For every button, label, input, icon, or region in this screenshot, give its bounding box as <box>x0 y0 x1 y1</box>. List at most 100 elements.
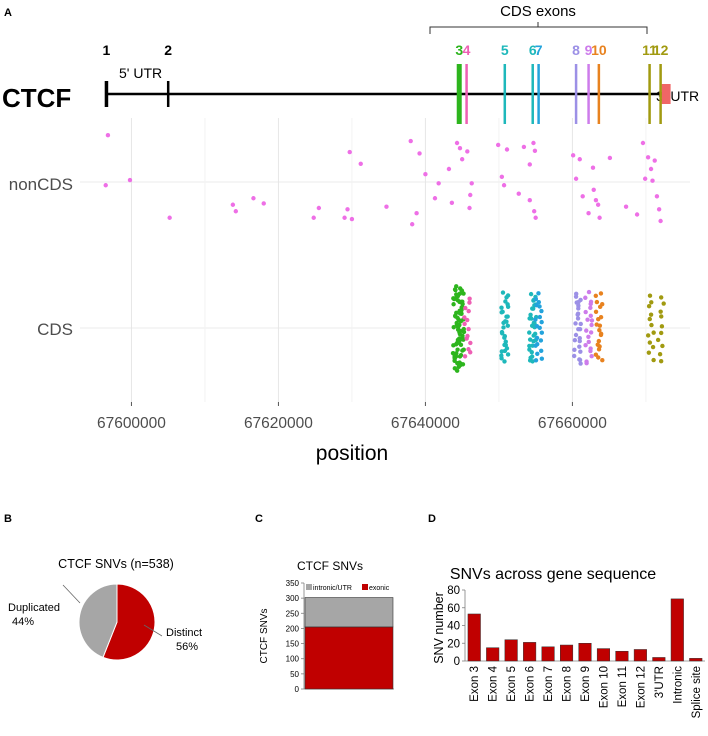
pie-slices <box>78 583 156 661</box>
category-label-noncds: nonCDS <box>9 175 73 194</box>
noncds-snv-point <box>634 212 640 217</box>
cds-snv-point <box>499 356 504 361</box>
cds-snv-point <box>593 293 599 298</box>
cds-snv-point <box>597 304 603 310</box>
noncds-snv-point <box>261 201 266 206</box>
cds-snv-point <box>505 323 511 328</box>
cds-snv-point <box>576 326 581 332</box>
stacked-bar-y-tick-label: 200 <box>286 624 300 633</box>
snv-points <box>103 133 666 373</box>
noncds-snv-point <box>103 183 108 188</box>
bar-exon-10 <box>596 648 610 662</box>
cds-snv-point <box>458 318 464 324</box>
exon-2-label: 2 <box>164 42 172 58</box>
cds-snv-point <box>648 312 654 317</box>
noncds-snv-point <box>623 204 629 209</box>
exon-10-mark <box>597 64 601 124</box>
cds-snv-point <box>596 316 601 322</box>
cds-snv-point <box>588 313 593 319</box>
bar-chart-axes: 0 20 40 60 80 <box>447 585 705 668</box>
cds-snv-point <box>527 330 532 335</box>
cds-snv-point <box>451 302 456 307</box>
noncds-snv-point <box>593 198 599 203</box>
noncds-snv-point <box>311 215 316 220</box>
noncds-snv-point <box>349 216 355 222</box>
exon-9-mark <box>587 64 590 124</box>
cds-snv-point <box>577 357 583 363</box>
plot-background <box>80 118 690 402</box>
stacked-bar-segment-intronic-utr <box>304 597 394 628</box>
bar-chart-y-label: SNV number <box>432 592 446 664</box>
bar-chart-y-tick-label: 40 <box>447 621 460 633</box>
stacked-bar-legend-intronic: intronic/UTR <box>313 585 352 592</box>
x-axis-ticks: 67600000 67620000 67640000 67660000 <box>97 402 607 432</box>
cds-snv-point <box>658 359 664 364</box>
slice-value-distinct: 56% <box>176 641 198 653</box>
pie-title: CTCF SNVs (n=538) <box>58 557 174 571</box>
cds-snv-point <box>460 301 465 307</box>
noncds-snv-point <box>449 200 455 205</box>
bar-exon-4 <box>486 647 500 662</box>
stacked-bar-legend-swatch-exonic <box>362 584 368 590</box>
cds-snv-point <box>455 347 460 352</box>
noncds-snv-point <box>521 144 527 150</box>
cds-snv-point <box>530 343 535 348</box>
exon-3-mark <box>456 64 462 124</box>
cds-snv-point <box>504 295 509 300</box>
cds-snv-point <box>460 348 465 353</box>
cds-snv-point <box>658 309 663 314</box>
cds-snv-point <box>647 340 653 345</box>
cds-snv-point <box>461 337 466 342</box>
panel-b-pie: CTCF SNVs (n=538) Duplicated 44% Distinc… <box>8 557 202 661</box>
cds-snv-point <box>589 353 594 359</box>
bar-chart-bars <box>467 598 703 662</box>
cds-snv-point <box>584 328 589 333</box>
bar-exon-5 <box>504 639 518 662</box>
noncds-snv-point <box>580 194 585 199</box>
noncds-snv-point <box>467 205 472 211</box>
cds-snv-point <box>647 316 652 322</box>
cds-snv-point <box>658 295 664 300</box>
cds-snv-point <box>651 330 656 335</box>
cds-snv-point <box>528 312 533 318</box>
noncds-snv-point <box>640 140 646 146</box>
cds-snv-point <box>651 357 656 363</box>
cds-snv-point <box>504 314 509 319</box>
cds-snv-point <box>536 299 542 305</box>
cds-snv-point <box>578 321 583 327</box>
cds-snv-point <box>645 333 651 338</box>
leader-duplicated <box>62 584 81 604</box>
cds-snv-point <box>647 293 653 298</box>
panel-label-b: B <box>4 513 12 525</box>
slice-value-duplicated: 44% <box>12 616 34 628</box>
bar-chart-x-labels: Exon 3 Exon 4 Exon 5 Exon 6 Exon 7 Exon 8 Exon… <box>469 665 703 718</box>
noncds-snv-point <box>654 194 660 199</box>
noncds-snv-point <box>595 202 601 207</box>
noncds-snv-point <box>358 161 363 166</box>
noncds-snv-point <box>586 211 591 216</box>
cds-snv-point <box>598 332 604 338</box>
bar-exon-9 <box>578 643 592 662</box>
bar-label-exon-8: Exon 8 <box>562 666 574 702</box>
stacked-bar-y-tick-label: 150 <box>286 640 300 649</box>
stacked-bar-y-label: CTCF SNVs <box>259 609 270 664</box>
noncds-snv-point <box>414 211 419 216</box>
cds-snv-point <box>531 339 536 344</box>
cds-snv-point <box>539 348 544 354</box>
cds-snv-point <box>588 301 593 307</box>
panel-label-c: C <box>255 513 263 525</box>
cds-snv-point <box>500 309 505 315</box>
cds-snv-point <box>528 291 534 297</box>
cds-snv-point <box>600 358 605 363</box>
exon-6-mark <box>531 64 534 124</box>
cds-snv-point <box>461 329 467 335</box>
noncds-snv-point <box>457 146 463 151</box>
cds-snv-point <box>451 343 456 348</box>
noncds-snv-point <box>436 181 441 186</box>
cds-snv-point <box>451 296 456 301</box>
cds-exons-label: CDS exons <box>500 3 576 20</box>
bar-label-exon-6: Exon 6 <box>525 666 537 702</box>
cds-snv-point <box>464 336 469 341</box>
noncds-snv-point <box>591 187 596 192</box>
